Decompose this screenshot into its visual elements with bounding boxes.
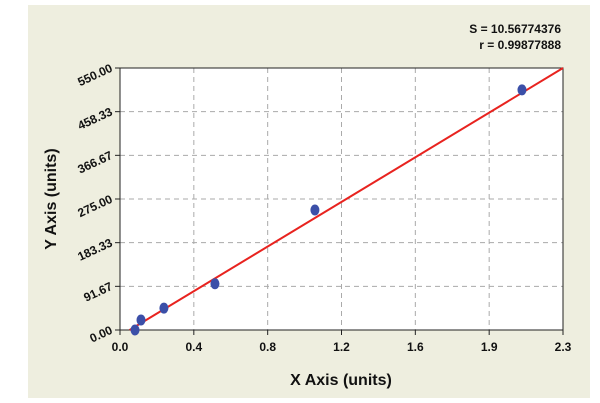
data-point [159, 302, 169, 314]
y-axis-label: Y Axis (units) [43, 148, 60, 249]
x-tick-label: 1.2 [333, 340, 350, 354]
plot-border [119, 67, 564, 331]
annotation: r = 0.99877888 [479, 38, 561, 52]
fit-line [129, 67, 564, 331]
x-axis-label: X Axis (units) [290, 372, 392, 389]
x-tick-label: 0.0 [112, 340, 129, 354]
x-tick-label: 0.8 [259, 340, 276, 354]
x-tick-label: 1.9 [481, 340, 498, 354]
data-point [310, 204, 320, 216]
x-tick-label: 1.6 [407, 340, 424, 354]
data-point [517, 84, 527, 96]
data-point [136, 314, 146, 326]
data-point [130, 324, 140, 336]
x-tick-label: 0.4 [185, 340, 202, 354]
x-tick-label: 2.3 [555, 340, 572, 354]
annotation: S = 10.56774376 [469, 22, 561, 36]
data-point [210, 278, 220, 290]
